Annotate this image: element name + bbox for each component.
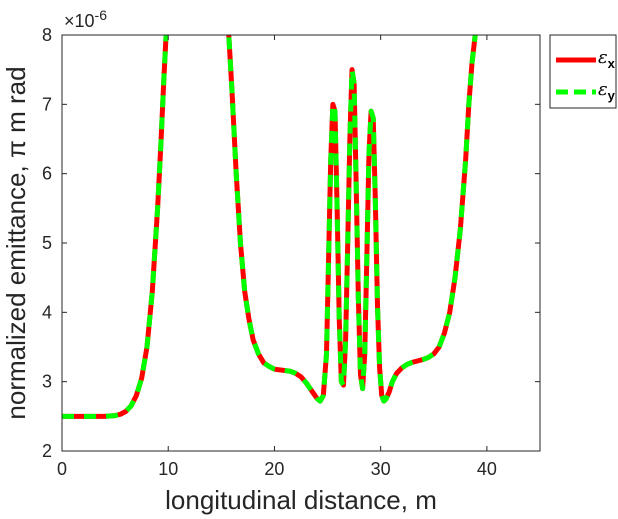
y-tick-label: 3 <box>42 372 52 392</box>
legend-label-ey: εy <box>598 79 616 103</box>
y-axis-ticks: 2 3 4 5 6 7 8 <box>42 25 540 461</box>
y-tick-label: 8 <box>42 25 52 45</box>
x-tick-label: 30 <box>371 459 391 479</box>
y-tick-label: 7 <box>42 94 52 114</box>
legend-label-ex-subscript: x <box>608 56 616 71</box>
legend-label-ey-symbol: ε <box>598 79 608 100</box>
series-layer <box>62 35 478 419</box>
series-line-y-segment-1 <box>62 35 169 419</box>
y-axis-multiplier-base: ×10 <box>64 11 95 31</box>
y-tick-label: 5 <box>42 233 52 253</box>
legend-label-ex: εx <box>598 47 616 71</box>
series-line-y-segment-2 <box>226 35 478 404</box>
legend: εx εy <box>549 34 617 109</box>
x-tick-label: 20 <box>264 459 284 479</box>
y-axis-multiplier-exponent: -6 <box>95 7 108 23</box>
legend-box <box>549 34 617 109</box>
y-tick-label: 2 <box>42 441 52 461</box>
x-axis-label: longitudinal distance, m <box>165 485 437 515</box>
y-tick-label: 6 <box>42 164 52 184</box>
y-tick-label: 4 <box>42 302 52 322</box>
plot-area <box>61 34 541 452</box>
legend-label-ey-subscript: y <box>608 88 616 103</box>
x-axis-ticks: 0 10 20 30 40 <box>57 35 497 479</box>
y-axis-label: normalized emittance, π m rad <box>1 66 31 419</box>
x-tick-label: 0 <box>57 459 67 479</box>
x-tick-label: 10 <box>158 459 178 479</box>
x-tick-label: 40 <box>477 459 497 479</box>
legend-label-ex-symbol: ε <box>598 47 608 68</box>
y-axis-multiplier: ×10-6 <box>64 7 107 31</box>
